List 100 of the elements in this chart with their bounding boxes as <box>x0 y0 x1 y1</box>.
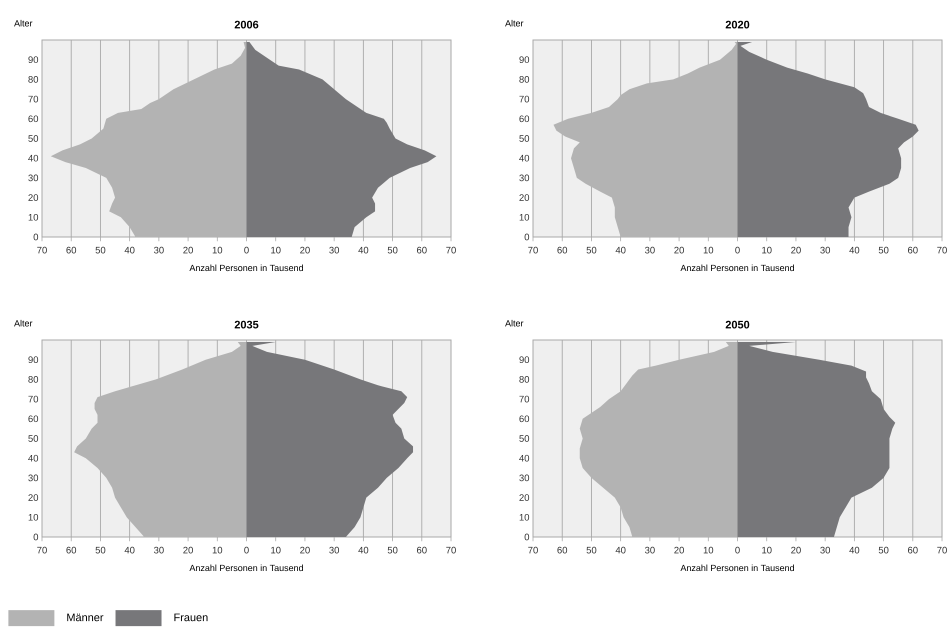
y-tick-label: 20 <box>28 194 38 201</box>
y-tick-label: 50 <box>28 435 38 442</box>
y-tick-label: 0 <box>524 534 530 540</box>
x-axis-title: Anzahl Personen in Tausend <box>189 264 303 272</box>
y-tick-label: 80 <box>519 376 530 383</box>
x-tick-label: 20 <box>674 546 684 554</box>
y-tick-label: 30 <box>28 174 38 182</box>
x-tick-label: 60 <box>557 546 568 554</box>
y-tick-label: 30 <box>519 174 530 182</box>
x-tick-label: 50 <box>586 546 596 554</box>
y-tick-label: 70 <box>519 396 530 402</box>
x-tick-label: 50 <box>388 246 398 254</box>
x-tick-label: 20 <box>674 246 684 254</box>
x-tick-label: 50 <box>96 546 106 554</box>
x-tick-label: 30 <box>820 546 830 554</box>
y-tick-label: 60 <box>28 415 38 422</box>
y-tick-label: 40 <box>28 154 38 162</box>
x-tick-label: 20 <box>183 246 193 254</box>
y-tick-label: 80 <box>28 376 38 383</box>
y-tick-label: 0 <box>34 534 38 540</box>
x-tick-label: 40 <box>849 546 860 554</box>
y-tick-label: 60 <box>28 115 38 122</box>
x-tick-label: 10 <box>212 246 222 254</box>
x-tick-label: 0 <box>735 546 740 554</box>
y-tick-label: 90 <box>28 56 38 64</box>
x-tick-label: 20 <box>183 546 193 554</box>
y-tick-label: 70 <box>28 96 38 102</box>
y-tick-label: 80 <box>28 76 38 83</box>
y-tick-label: 80 <box>519 76 530 83</box>
x-tick-label: 10 <box>762 246 772 254</box>
x-tick-label: 10 <box>271 246 281 254</box>
x-tick-label: 40 <box>358 246 368 254</box>
x-tick-label: 70 <box>937 246 947 254</box>
y-tick-label: 50 <box>28 135 38 142</box>
x-tick-label: 10 <box>704 246 714 254</box>
y-tick-label: 70 <box>519 96 530 102</box>
x-tick-label: 20 <box>791 246 801 254</box>
x-tick-label: 60 <box>417 546 427 554</box>
x-tick-label: 40 <box>358 546 368 554</box>
y-tick-label: 10 <box>28 514 38 521</box>
y-tick-label: 10 <box>28 214 38 221</box>
x-tick-label: 20 <box>300 546 310 554</box>
x-axis-title: Anzahl Personen in Tausend <box>189 564 303 572</box>
x-tick-label: 40 <box>849 246 860 254</box>
chart-title: 2050 <box>726 320 750 328</box>
x-tick-label: 40 <box>124 246 135 254</box>
x-tick-label: 30 <box>644 246 655 254</box>
legend-label: Männer <box>67 614 104 622</box>
x-tick-label: 30 <box>329 546 340 554</box>
x-axis-title: Anzahl Personen in Tausend <box>680 564 794 572</box>
y-tick-label: 30 <box>28 474 38 482</box>
x-tick-label: 30 <box>820 246 830 254</box>
y-tick-label: 50 <box>519 435 530 442</box>
chart-title: 2006 <box>234 20 258 28</box>
x-tick-label: 50 <box>878 246 888 254</box>
y-tick-label: 10 <box>520 214 530 221</box>
x-tick-label: 60 <box>557 246 568 254</box>
x-tick-label: 60 <box>908 546 918 554</box>
x-tick-label: 30 <box>329 246 340 254</box>
x-tick-label: 50 <box>96 246 106 254</box>
y-tick-label: 60 <box>519 115 530 122</box>
x-tick-label: 40 <box>616 546 626 554</box>
y-tick-label: 90 <box>28 356 38 364</box>
y-tick-label: 20 <box>519 194 530 201</box>
x-tick-label: 50 <box>586 246 596 254</box>
chart-title: 2020 <box>726 20 750 28</box>
x-tick-label: 10 <box>212 546 222 554</box>
x-tick-label: 30 <box>644 546 655 554</box>
y-tick-label: 60 <box>519 415 530 422</box>
x-tick-label: 70 <box>446 546 456 554</box>
y-tick-label: 20 <box>519 494 530 501</box>
x-tick-label: 40 <box>616 246 626 254</box>
y-tick-label: 40 <box>519 154 530 162</box>
y-axis-title: Alter <box>505 320 524 326</box>
x-tick-label: 20 <box>300 246 310 254</box>
x-tick-label: 0 <box>244 246 249 254</box>
x-tick-label: 10 <box>271 546 281 554</box>
x-tick-label: 60 <box>66 546 76 554</box>
x-tick-label: 20 <box>791 546 801 554</box>
x-tick-label: 60 <box>417 246 427 254</box>
y-tick-label: 40 <box>28 454 38 462</box>
y-axis-title: Alter <box>14 20 32 26</box>
y-tick-label: 90 <box>519 56 530 64</box>
x-tick-label: 10 <box>762 546 772 554</box>
y-axis-title: Alter <box>505 20 524 26</box>
y-tick-label: 90 <box>519 356 530 364</box>
x-tick-label: 60 <box>66 246 76 254</box>
y-tick-label: 40 <box>519 454 530 462</box>
x-tick-label: 0 <box>244 546 249 554</box>
y-tick-label: 50 <box>519 135 530 142</box>
legend-label: Frauen <box>174 614 208 622</box>
x-tick-label: 0 <box>735 246 740 254</box>
y-tick-label: 0 <box>34 234 38 240</box>
y-tick-label: 70 <box>28 396 38 402</box>
x-tick-label: 70 <box>446 246 456 254</box>
x-tick-label: 30 <box>154 246 164 254</box>
y-tick-label: 0 <box>524 234 530 240</box>
x-tick-label: 40 <box>124 546 135 554</box>
y-axis-title: Alter <box>14 320 32 326</box>
y-tick-label: 10 <box>520 514 530 521</box>
